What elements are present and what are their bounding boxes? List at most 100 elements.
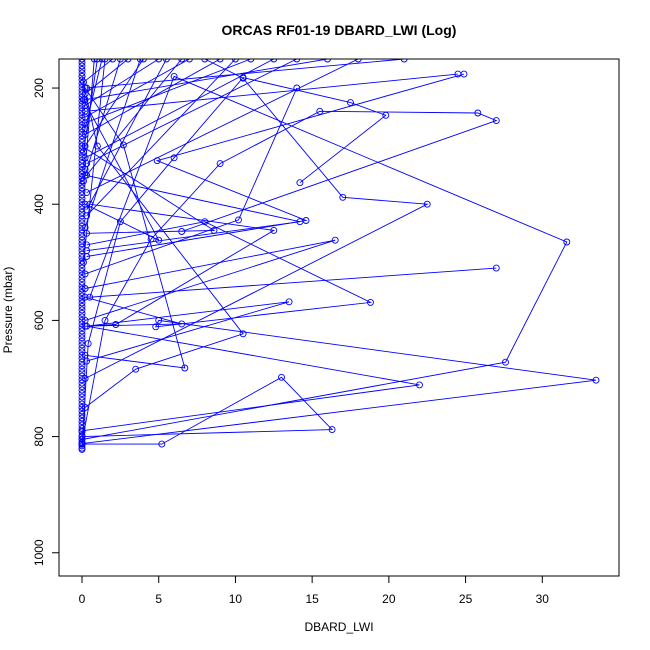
axes-layer: 0 5 10 15 20 25 30 200 400 600 800 1000 <box>32 78 549 606</box>
series-line <box>84 59 251 124</box>
data-point <box>78 212 86 220</box>
data-point <box>78 156 86 164</box>
data-point <box>78 261 86 269</box>
data-point <box>78 100 86 108</box>
data-point <box>78 337 86 345</box>
data-point <box>78 86 86 94</box>
series-line <box>84 203 276 327</box>
data-point <box>78 313 86 321</box>
data-point <box>155 59 163 63</box>
data-point <box>178 320 186 328</box>
data-point <box>78 226 86 234</box>
data-point <box>454 70 462 78</box>
data-point <box>153 157 161 165</box>
chart-title: ORCAS RF01-19 DBARD_LWI (Log) <box>222 22 457 38</box>
data-point <box>296 179 304 187</box>
data-point <box>101 59 109 63</box>
data-point <box>400 59 408 63</box>
data-point <box>78 285 86 293</box>
data-point <box>98 59 106 63</box>
data-point <box>78 257 86 265</box>
x-tick-label: 20 <box>382 592 396 606</box>
data-point <box>136 59 144 63</box>
series-line <box>81 75 568 440</box>
data-point <box>78 208 86 216</box>
data-point <box>78 404 86 411</box>
series-line <box>86 73 465 257</box>
data-point <box>78 181 86 188</box>
data-point <box>78 128 86 136</box>
data-point <box>78 435 86 443</box>
data-point <box>210 226 218 234</box>
data-point <box>78 121 86 129</box>
data-point <box>474 109 482 117</box>
data-point <box>339 193 347 201</box>
data-point <box>86 293 94 301</box>
series-line <box>84 59 144 147</box>
data-point <box>83 247 91 255</box>
data-point <box>78 104 86 112</box>
series-line <box>81 76 244 408</box>
data-point <box>78 132 86 140</box>
data-point <box>78 236 86 244</box>
data-point <box>139 59 147 63</box>
x-tick-label: 25 <box>459 592 473 606</box>
data-point <box>78 358 86 366</box>
series-line <box>85 174 300 252</box>
data-point <box>78 146 86 154</box>
y-tick-label: 1000 <box>32 539 46 566</box>
data-point <box>147 235 155 243</box>
data-point <box>78 438 86 446</box>
data-point <box>78 351 86 359</box>
data-point <box>293 84 301 92</box>
y-tick-label: 600 <box>32 310 46 330</box>
data-point <box>78 83 86 91</box>
data-point <box>78 66 86 73</box>
data-point <box>78 233 86 241</box>
data-point <box>158 440 166 448</box>
series-line <box>81 221 597 445</box>
series-line <box>81 376 334 445</box>
data-point <box>416 381 423 389</box>
data-point <box>492 264 500 272</box>
data-point <box>78 282 86 290</box>
data-point <box>119 141 127 149</box>
data-point <box>78 348 86 356</box>
data-point <box>324 59 331 63</box>
series-line <box>81 77 387 449</box>
data-point <box>278 373 285 381</box>
series-line <box>84 59 141 228</box>
data-point <box>347 99 354 107</box>
data-point <box>78 243 86 251</box>
plot-frame <box>58 58 620 577</box>
x-tick-label: 0 <box>79 592 86 606</box>
data-point <box>492 117 500 125</box>
data-point <box>78 93 86 101</box>
data-point <box>293 59 301 63</box>
series-line <box>84 239 336 321</box>
data-point <box>78 59 86 63</box>
data-point <box>231 59 239 63</box>
data-point <box>78 149 86 157</box>
data-point <box>78 309 86 317</box>
data-point <box>78 344 86 352</box>
y-tick-label: 400 <box>32 194 46 214</box>
data-point <box>78 445 86 453</box>
data-point <box>170 154 178 162</box>
data-point <box>78 76 86 84</box>
data-point <box>316 107 324 115</box>
data-point <box>78 299 86 307</box>
data-point <box>78 142 86 150</box>
data-point <box>78 428 86 436</box>
data-point <box>78 187 86 195</box>
data-point <box>78 194 86 202</box>
data-point <box>78 170 86 178</box>
data-point <box>78 418 86 425</box>
data-point <box>78 275 86 283</box>
data-point <box>502 358 509 366</box>
series-line <box>84 59 429 379</box>
data-point <box>296 218 304 226</box>
series-line <box>83 59 121 182</box>
data-point <box>78 139 86 147</box>
